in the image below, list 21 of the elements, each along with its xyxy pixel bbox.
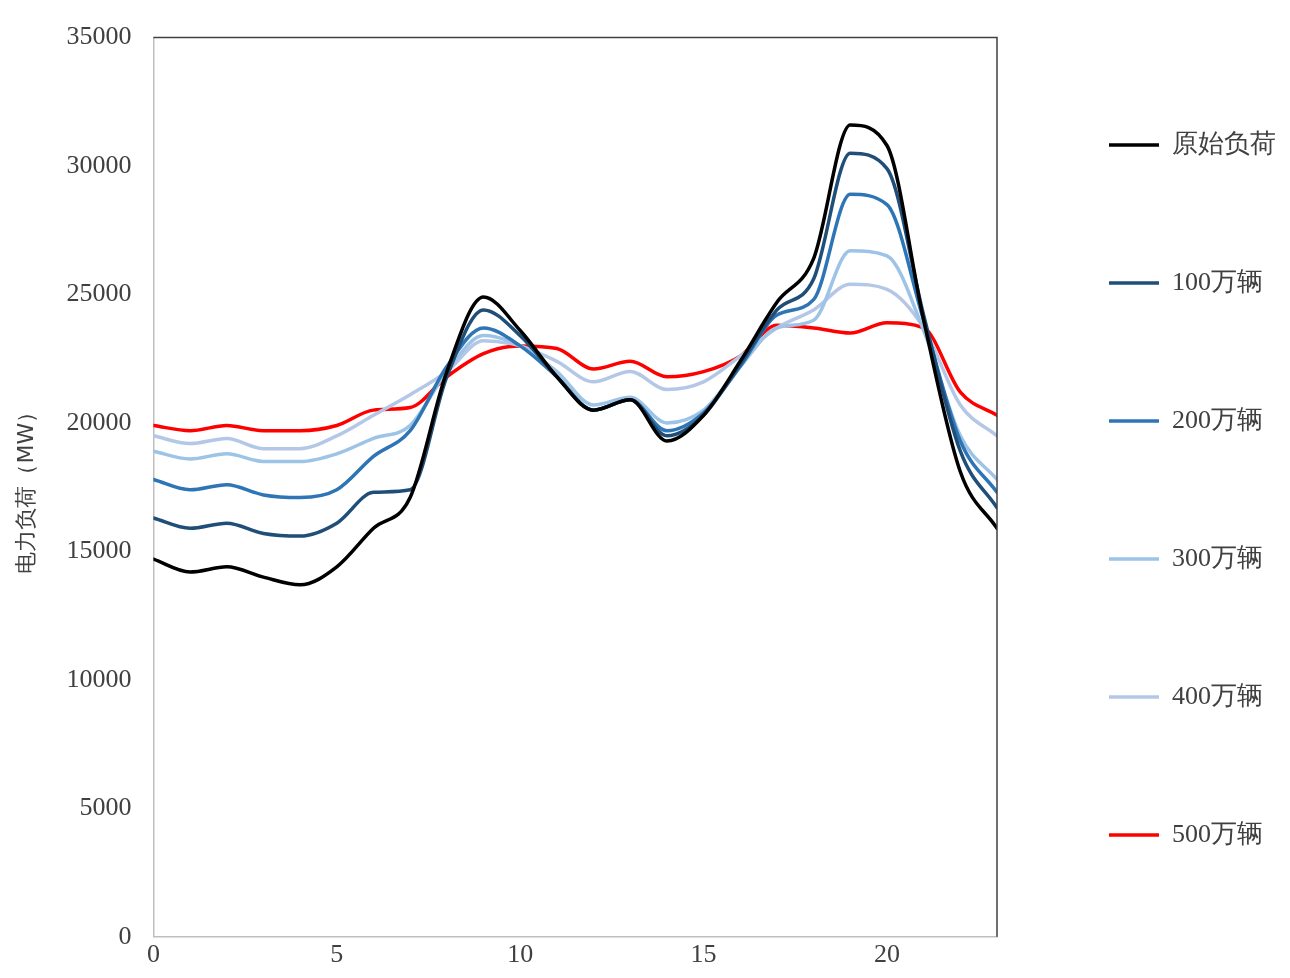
x-tick-label: 5 (330, 939, 344, 969)
x-tick-label: 15 (690, 939, 717, 969)
y-tick-label: 25000 (66, 278, 132, 308)
line-series (153, 123, 997, 587)
y-tick-label: 5000 (79, 792, 132, 822)
y-tick-label: 15000 (66, 535, 132, 565)
legend-label: 300万辆 (1172, 542, 1263, 572)
x-tick-label: 20 (873, 939, 900, 969)
y-tick-label: 30000 (66, 149, 132, 179)
legend-label: 原始负荷 (1172, 128, 1276, 158)
y-tick-label: 10000 (66, 663, 132, 693)
y-tick-label: 0 (118, 920, 132, 950)
legend-label: 500万辆 (1172, 818, 1263, 848)
legend-label: 400万辆 (1172, 680, 1263, 710)
legend-label: 100万辆 (1172, 266, 1263, 296)
x-tick-label: 0 (146, 939, 160, 969)
y-axis-title: 电力负荷（MW） (12, 400, 38, 574)
legend-label: 200万辆 (1172, 404, 1263, 434)
y-tick-label: 35000 (66, 21, 132, 51)
x-tick-label: 10 (507, 939, 534, 969)
y-tick-label: 20000 (66, 406, 132, 436)
